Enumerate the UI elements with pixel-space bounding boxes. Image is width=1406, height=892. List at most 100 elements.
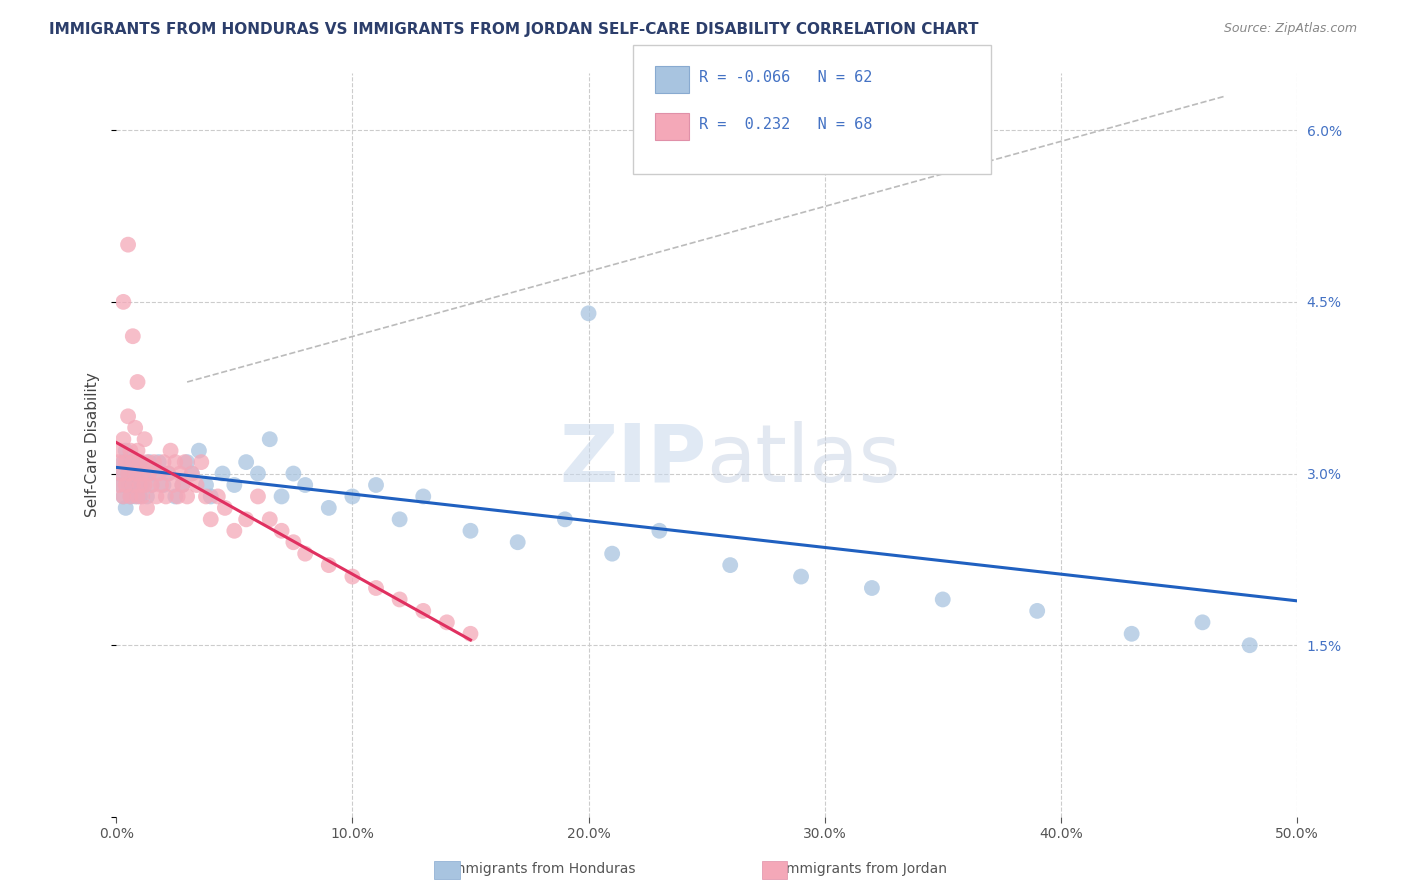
Point xyxy=(207,490,229,504)
Point xyxy=(318,558,340,573)
Point xyxy=(124,421,146,435)
Point xyxy=(412,604,434,618)
Point xyxy=(136,455,159,469)
Point xyxy=(107,478,129,492)
Point xyxy=(180,467,202,481)
Point xyxy=(246,467,269,481)
Point xyxy=(388,592,411,607)
Point xyxy=(114,478,136,492)
Point xyxy=(117,467,139,481)
Point xyxy=(145,490,167,504)
Point xyxy=(1239,638,1261,652)
Point xyxy=(150,478,173,492)
Point xyxy=(157,467,180,481)
Point xyxy=(134,467,156,481)
Point xyxy=(114,455,136,469)
Point xyxy=(107,467,129,481)
Point xyxy=(165,455,187,469)
Point xyxy=(460,627,482,641)
Point xyxy=(1121,627,1143,641)
Point xyxy=(138,467,160,481)
Point xyxy=(141,478,163,492)
Point xyxy=(506,535,529,549)
Point xyxy=(342,569,364,583)
Text: ZIP: ZIP xyxy=(560,421,707,499)
Point xyxy=(270,490,292,504)
Point xyxy=(246,490,269,504)
Point xyxy=(112,294,135,309)
Text: Immigrants from Honduras: Immigrants from Honduras xyxy=(447,862,636,876)
Point xyxy=(121,467,143,481)
Point xyxy=(114,443,136,458)
Point xyxy=(127,467,149,481)
Point xyxy=(294,478,316,492)
Point xyxy=(460,524,482,538)
Point xyxy=(127,443,149,458)
Text: Source: ZipAtlas.com: Source: ZipAtlas.com xyxy=(1223,22,1357,36)
Text: atlas: atlas xyxy=(707,421,901,499)
Point xyxy=(110,467,132,481)
Point xyxy=(124,490,146,504)
Point xyxy=(128,478,150,492)
Point xyxy=(159,443,181,458)
Point xyxy=(224,524,246,538)
Point xyxy=(1191,615,1213,630)
Point xyxy=(186,478,208,492)
Point xyxy=(187,443,209,458)
Point xyxy=(117,409,139,424)
Point xyxy=(143,455,166,469)
Point xyxy=(152,478,174,492)
Point xyxy=(214,500,236,515)
Text: R =  0.232   N = 68: R = 0.232 N = 68 xyxy=(699,118,872,132)
Point xyxy=(117,237,139,252)
Point xyxy=(283,535,305,549)
Point xyxy=(110,478,132,492)
Text: R = -0.066   N = 62: R = -0.066 N = 62 xyxy=(699,70,872,85)
Point xyxy=(578,306,600,320)
Point xyxy=(124,455,146,469)
Point xyxy=(110,443,132,458)
Point xyxy=(294,547,316,561)
Point xyxy=(138,455,160,469)
Point xyxy=(128,490,150,504)
Point xyxy=(172,478,194,492)
Point xyxy=(112,432,135,446)
Point xyxy=(190,455,212,469)
Point xyxy=(790,569,813,583)
Point xyxy=(180,467,202,481)
Point xyxy=(195,478,218,492)
Point xyxy=(136,500,159,515)
Point xyxy=(112,490,135,504)
Point xyxy=(176,490,198,504)
Point xyxy=(235,455,257,469)
Point xyxy=(127,375,149,389)
Point xyxy=(364,581,387,595)
Y-axis label: Self-Care Disability: Self-Care Disability xyxy=(86,373,100,517)
Point xyxy=(121,478,143,492)
Point xyxy=(124,467,146,481)
Point xyxy=(148,467,170,481)
Point xyxy=(211,467,233,481)
Point xyxy=(172,478,194,492)
Point xyxy=(235,512,257,526)
Point xyxy=(107,455,129,469)
Point xyxy=(141,478,163,492)
Point xyxy=(318,500,340,515)
Point xyxy=(117,478,139,492)
Point xyxy=(120,490,142,504)
Point xyxy=(131,467,153,481)
Point xyxy=(200,512,222,526)
Point xyxy=(162,478,184,492)
Point xyxy=(932,592,955,607)
Point xyxy=(270,524,292,538)
Text: Immigrants from Jordan: Immigrants from Jordan xyxy=(782,862,948,876)
Point xyxy=(128,455,150,469)
Point xyxy=(136,490,159,504)
Point xyxy=(112,455,135,469)
Point xyxy=(554,512,576,526)
Point xyxy=(672,146,695,161)
Point xyxy=(117,467,139,481)
Point xyxy=(718,558,741,573)
Point xyxy=(342,490,364,504)
Point xyxy=(121,455,143,469)
